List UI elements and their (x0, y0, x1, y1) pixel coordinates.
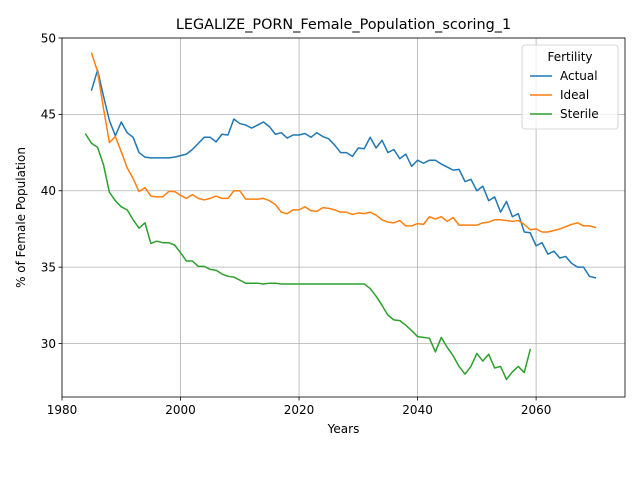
x-tick-label: 2040 (402, 403, 433, 417)
y-tick-label: 50 (41, 31, 56, 45)
legend-box (521, 44, 619, 130)
series-line-ideal (90, 52, 597, 233)
x-tick-label: 1980 (47, 403, 78, 417)
y-tick-label: 45 (41, 108, 56, 122)
legend-label-sterile: Sterile (560, 107, 599, 121)
x-tick-label: 2060 (521, 403, 552, 417)
plot-area-frame (61, 37, 626, 398)
legend: Fertility Actual Ideal Sterile (521, 44, 619, 130)
legend-label-actual: Actual (560, 69, 598, 83)
series-line-sterile (84, 133, 532, 381)
y-axis-label: % of Female Population (14, 147, 28, 288)
y-tick-label: 40 (41, 184, 56, 198)
y-axis-ticks: 30 35 40 45 50 (41, 31, 62, 351)
series-line-actual (90, 69, 597, 279)
y-tick-label: 35 (41, 260, 56, 274)
x-axis-ticks: 1980 2000 2020 2040 2060 (47, 397, 552, 417)
chart-title: LEGALIZE_PORN_Female_Population_scoring_… (176, 17, 511, 33)
y-tick-label: 30 (41, 337, 56, 351)
legend-label-ideal: Ideal (560, 88, 589, 102)
series-lines (84, 52, 597, 381)
x-tick-label: 2000 (165, 403, 196, 417)
x-tick-label: 2020 (284, 403, 315, 417)
legend-title: Fertility (547, 50, 592, 64)
x-axis-label: Years (327, 422, 360, 436)
